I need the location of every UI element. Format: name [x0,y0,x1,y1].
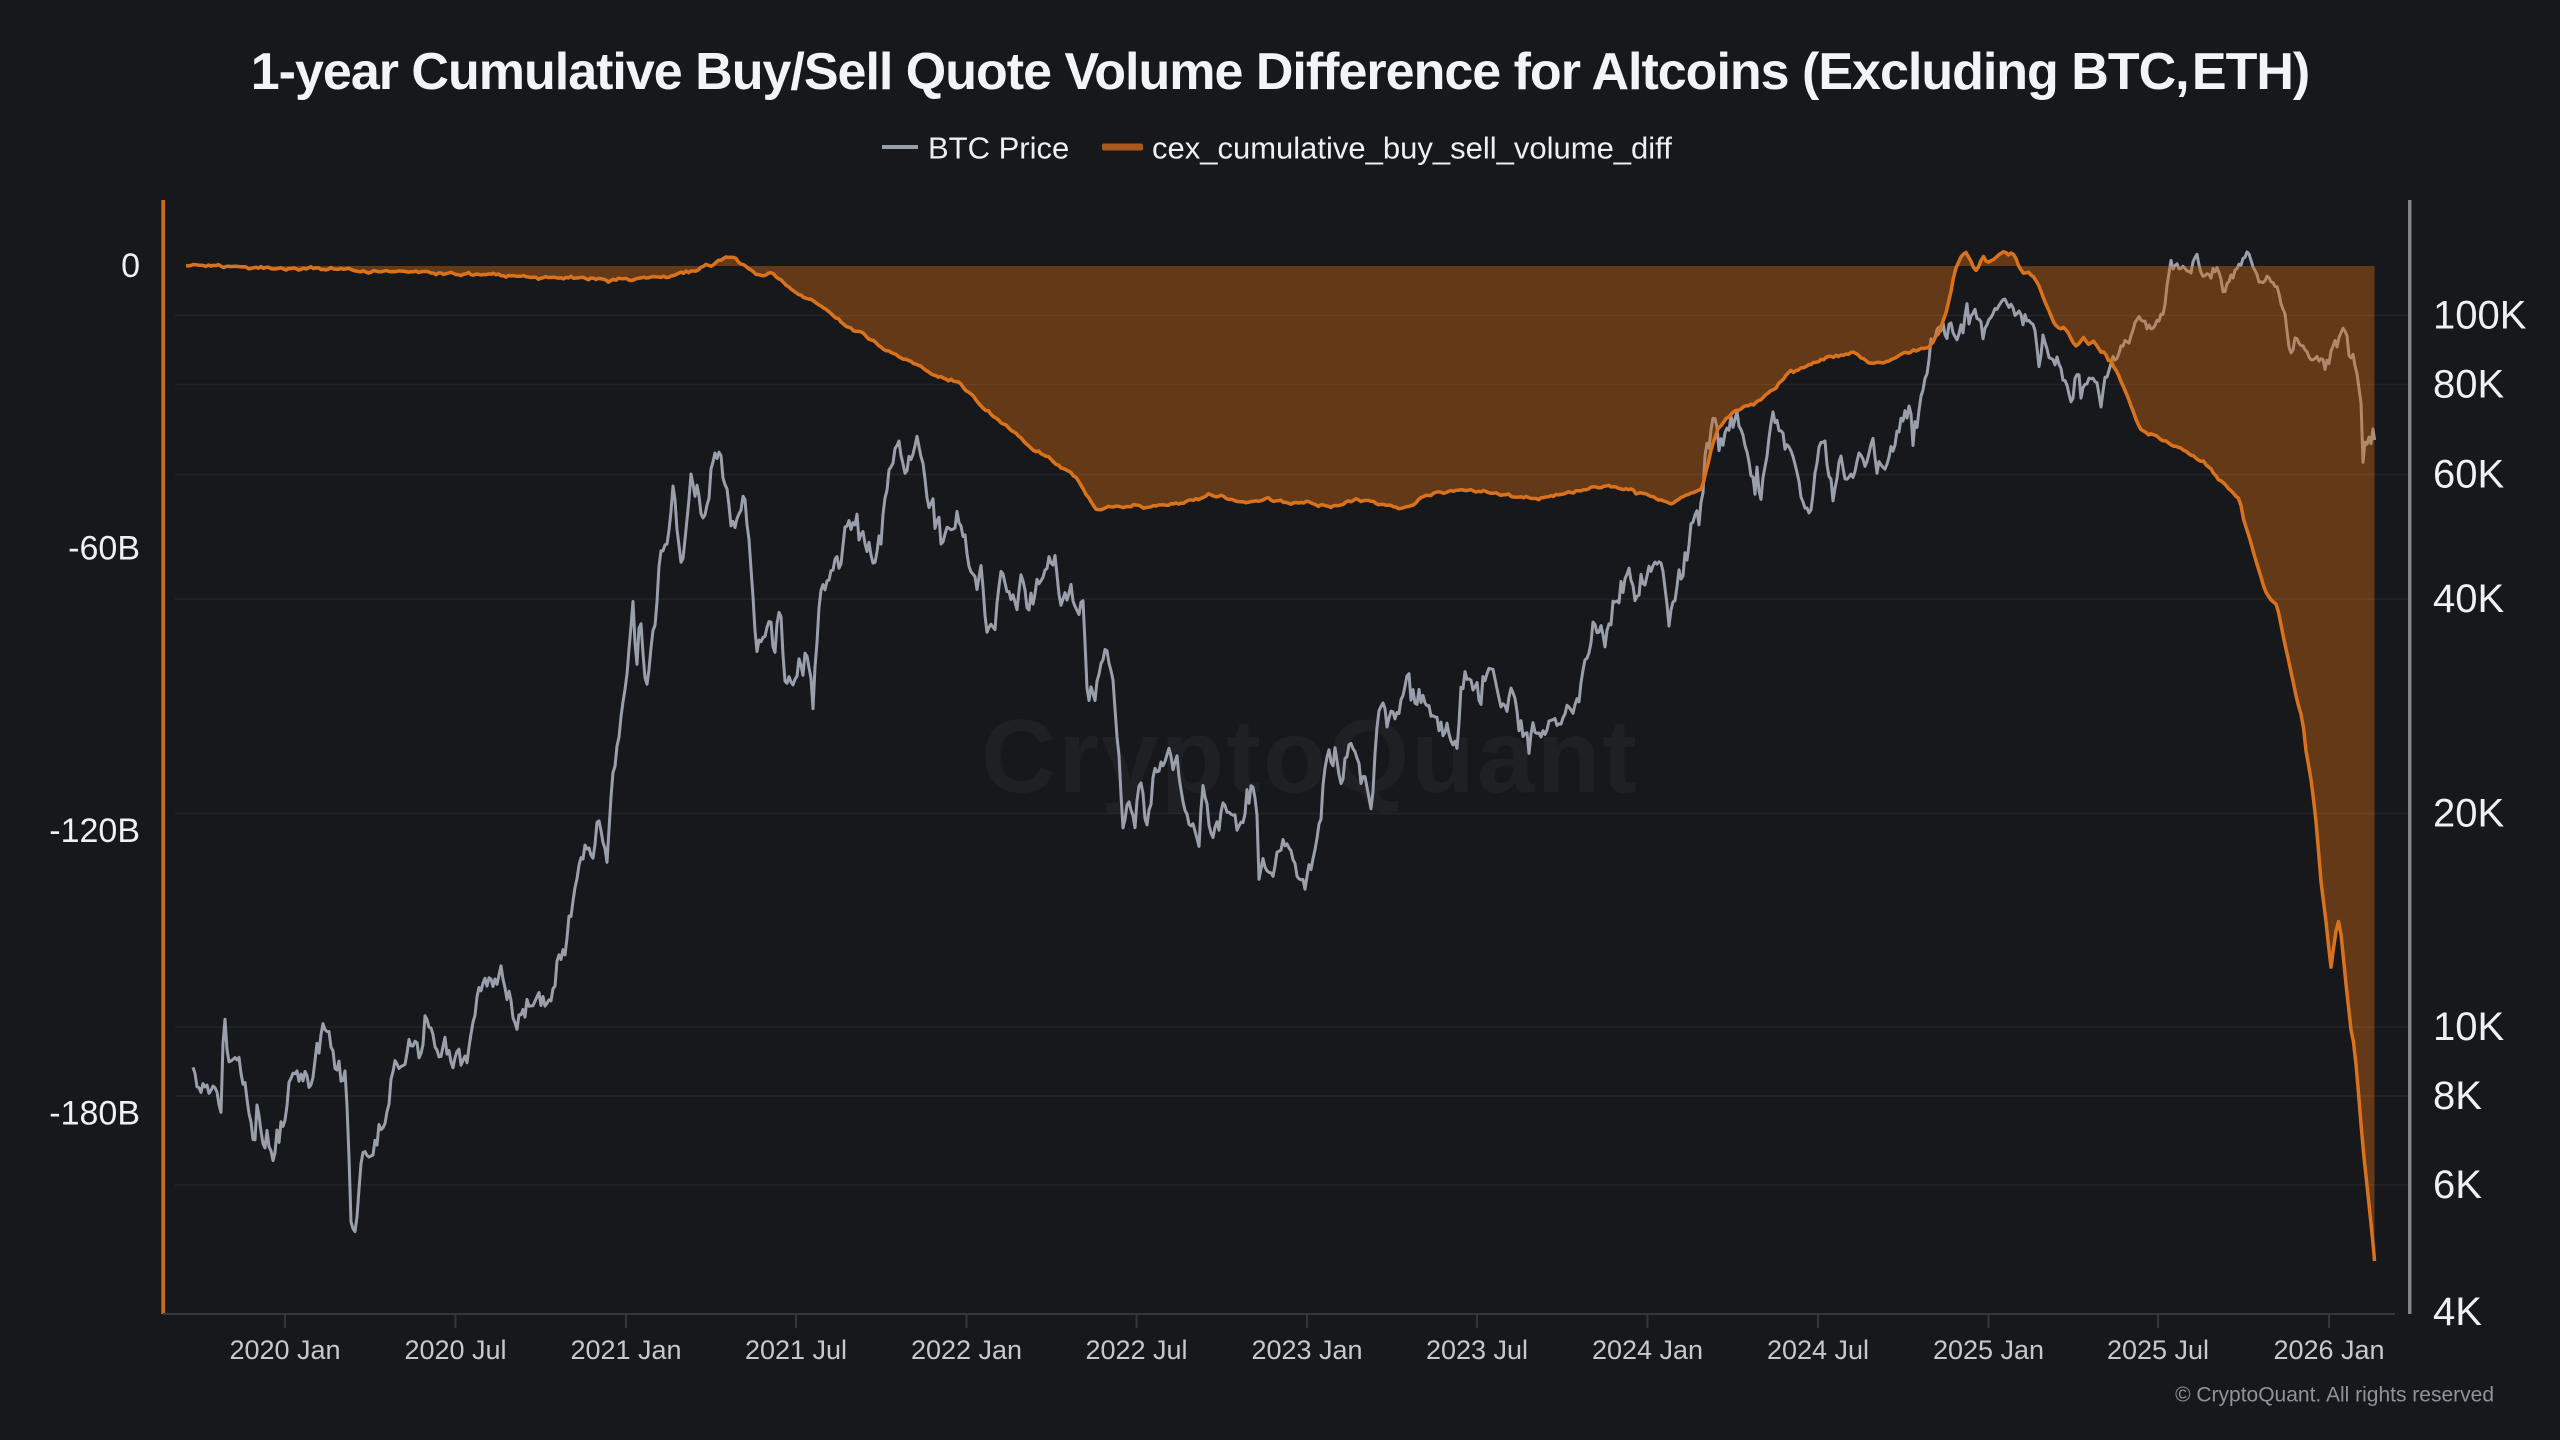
svg-text:2022 Jul: 2022 Jul [1085,1335,1187,1365]
svg-text:2025 Jul: 2025 Jul [2107,1335,2209,1365]
svg-text:100K: 100K [2433,294,2527,338]
svg-text:2026 Jan: 2026 Jan [2273,1335,2384,1365]
svg-text:2023 Jul: 2023 Jul [1426,1335,1528,1365]
svg-text:© CryptoQuant. All rights rese: © CryptoQuant. All rights reserved [2175,1384,2494,1407]
svg-text:2022 Jan: 2022 Jan [911,1335,1022,1365]
svg-text:-120B: -120B [49,812,140,850]
svg-text:2021 Jul: 2021 Jul [745,1335,847,1365]
svg-text:80K: 80K [2433,363,2504,407]
svg-text:6K: 6K [2433,1163,2482,1207]
svg-text:8K: 8K [2433,1074,2482,1118]
svg-text:2025 Jan: 2025 Jan [1933,1335,2044,1365]
svg-text:2021 Jan: 2021 Jan [570,1335,681,1365]
svg-text:-60B: -60B [68,530,140,568]
svg-text:CryptoQuant: CryptoQuant [981,699,1639,815]
svg-text:2024 Jan: 2024 Jan [1592,1335,1703,1365]
svg-text:2023 Jan: 2023 Jan [1251,1335,1362,1365]
svg-text:2020 Jul: 2020 Jul [404,1335,506,1365]
svg-text:0: 0 [121,247,140,285]
svg-text:40K: 40K [2433,577,2504,621]
svg-text:20K: 20K [2433,792,2504,836]
svg-text:2024 Jul: 2024 Jul [1767,1335,1869,1365]
svg-text:BTC Price: BTC Price [928,131,1069,166]
svg-text:4K: 4K [2433,1290,2482,1334]
svg-text:1-year Cumulative Buy/Sell Quo: 1-year Cumulative Buy/Sell Quote Volume … [251,43,2310,101]
svg-text:cex_cumulative_buy_sell_volume: cex_cumulative_buy_sell_volume_diff [1152,131,1672,166]
svg-text:10K: 10K [2433,1005,2504,1049]
svg-text:2020 Jan: 2020 Jan [229,1335,340,1365]
svg-text:-180B: -180B [49,1095,140,1133]
svg-text:60K: 60K [2433,453,2504,497]
